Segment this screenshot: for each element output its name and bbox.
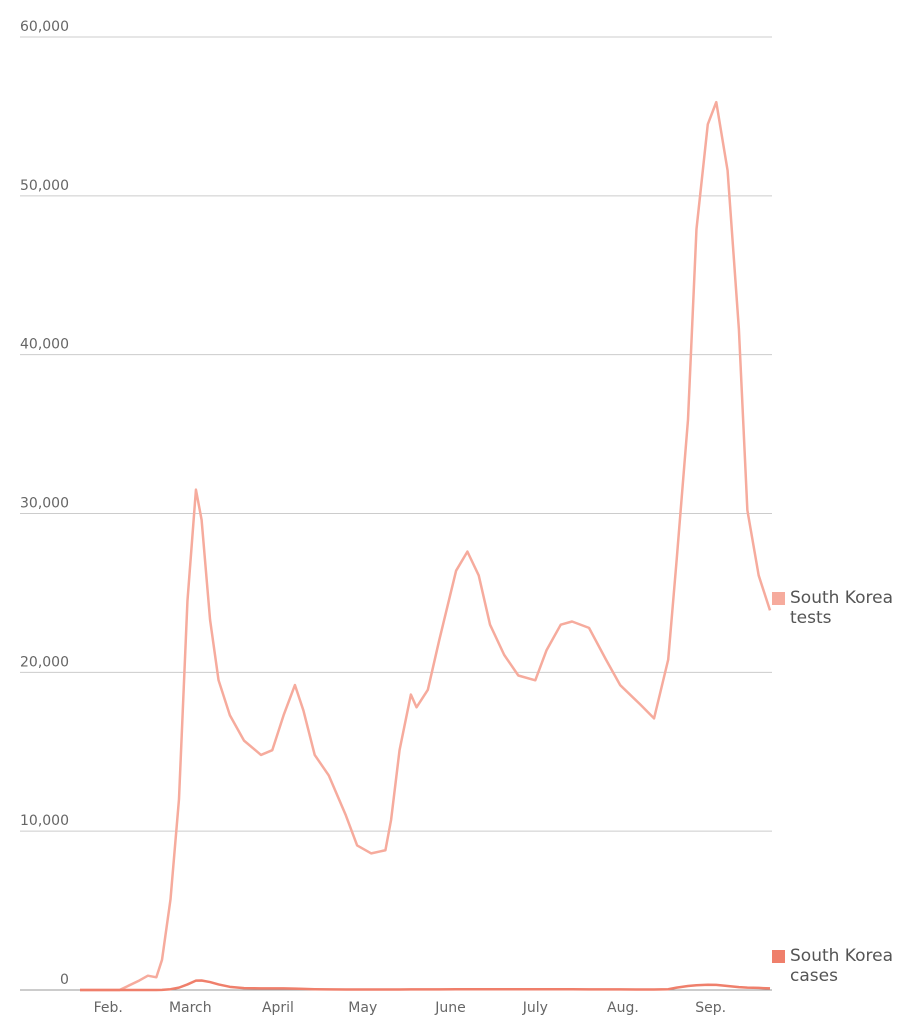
x-tick-label: March [169, 1000, 212, 1016]
y-tick-label: 40,000 [20, 337, 69, 353]
legend-label: South Korea cases [790, 946, 894, 986]
y-tick-label: 0 [60, 972, 69, 988]
x-tick-label: May [348, 1000, 377, 1016]
legend-label: South Korea tests [790, 588, 894, 629]
y-tick-label: 50,000 [20, 178, 69, 194]
series-line [80, 100, 772, 992]
legend-swatch [772, 950, 785, 963]
y-tick-label: 20,000 [20, 654, 69, 670]
y-tick-label: 60,000 [20, 19, 69, 35]
x-tick-label: Sep. [695, 1000, 726, 1016]
legend-swatch [772, 592, 785, 606]
x-tick-label: July [522, 1000, 548, 1016]
series-line [80, 979, 771, 992]
legend-entry: South Korea cases [772, 946, 908, 986]
x-tick-label: April [262, 1000, 294, 1016]
y-tick-label: 30,000 [20, 496, 69, 512]
x-tick-label: Aug. [607, 1000, 639, 1016]
x-tick-label: Feb. [94, 1000, 123, 1016]
legend-entry: South Korea tests [772, 588, 908, 628]
x-tick-label: June [434, 1000, 466, 1016]
y-tick-label: 10,000 [20, 813, 69, 829]
